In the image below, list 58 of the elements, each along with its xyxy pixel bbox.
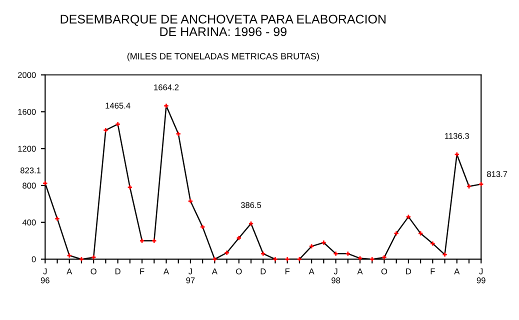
point: [322, 240, 326, 245]
point: [479, 182, 484, 186]
x-tick-label: J 96: [40, 268, 50, 284]
point: [430, 241, 435, 246]
point: [358, 256, 362, 260]
x-tick-label: D: [406, 268, 412, 274]
y-tick-label: 400: [22, 220, 36, 226]
x-tick-label: J 98: [332, 268, 340, 284]
x-tick-label: J 99: [476, 268, 486, 284]
x-tick-label: J 97: [186, 268, 195, 284]
x-tick-label: A: [454, 268, 460, 274]
x-tick-label: O: [381, 268, 388, 274]
x-tick-label: F: [140, 268, 144, 274]
point: [200, 224, 205, 230]
x-tick-label: A: [163, 268, 170, 274]
point: [346, 252, 350, 256]
x-tick-label: F: [430, 268, 435, 274]
point: [309, 244, 314, 248]
point: [394, 231, 398, 236]
x-tick-label: A: [357, 268, 363, 274]
x-tick-label: O: [236, 268, 242, 274]
data-label: 1465.4: [106, 102, 130, 109]
point: [43, 181, 48, 186]
point: [92, 255, 96, 260]
x-tick-label: D: [260, 268, 266, 274]
x-tick-label: A: [212, 268, 218, 274]
x-tick-label: O: [90, 268, 96, 274]
point: [334, 252, 338, 256]
point: [55, 216, 60, 221]
point: [104, 128, 108, 132]
x-tick-label: D: [115, 268, 120, 274]
point: [442, 252, 447, 257]
point: [176, 132, 180, 136]
point: [261, 252, 266, 256]
y-tick-label: 2000: [18, 72, 36, 78]
y-tick-label: 0: [32, 256, 36, 262]
data-label: 823.1: [20, 167, 41, 174]
x-tick-label: A: [308, 268, 314, 274]
point: [418, 231, 423, 236]
chart-subtitle: (MILES DE TONELADAS METRICAS BRUTAS): [127, 52, 319, 62]
point: [140, 238, 144, 243]
x-tick-label: F: [285, 268, 290, 274]
point: [164, 104, 168, 108]
data-label: 813.7: [487, 171, 508, 178]
y-tick-label: 800: [22, 182, 36, 189]
y-tick-label: 1200: [18, 146, 36, 152]
point: [406, 214, 411, 219]
data-label: 1136.3: [445, 133, 469, 139]
data-label: 1664.2: [154, 84, 179, 90]
data-label: 386.5: [240, 202, 262, 208]
x-tick-label: A: [66, 268, 72, 274]
point: [224, 250, 229, 255]
point: [116, 122, 120, 126]
chart-title: DESEMBARQUE DE ANCHOVETA PARA ELABORACION DE HARINA: 1996 - 99: [60, 14, 386, 36]
point: [152, 238, 156, 243]
y-tick-label: 1600: [18, 108, 36, 115]
point: [128, 185, 132, 190]
point: [382, 255, 386, 260]
